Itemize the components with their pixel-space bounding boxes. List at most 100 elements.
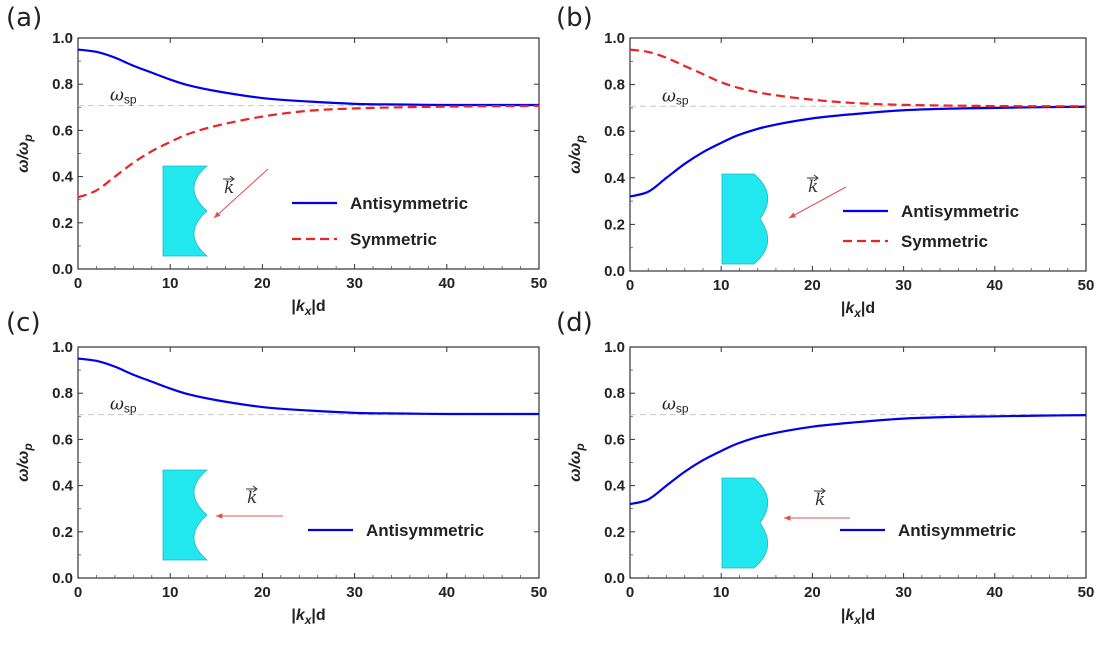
x-tick-label: 50: [531, 584, 548, 601]
x-axis-label: |kx|d: [291, 607, 325, 627]
y-axis-label: ω/ωp: [15, 134, 35, 173]
x-tick-label: 30: [346, 584, 363, 601]
panel-letter: (b): [556, 3, 593, 33]
y-axis-label: ω/ωp: [567, 443, 587, 482]
omega-sp-part: ω: [662, 86, 676, 106]
x-axis-label-part: x: [853, 613, 862, 627]
y-tick-label: 0.2: [52, 215, 73, 232]
x-tick-label: 0: [74, 275, 82, 292]
k-vector-label: k: [808, 177, 818, 197]
legend-label: Symmetric: [350, 230, 437, 249]
y-axis-label-part: ω/ω: [567, 451, 584, 482]
panel-b: (b)0 10 20 30 40 500.00.20.40.60.81.0|kx|dω/ω…: [556, 3, 1094, 320]
y-tick-label: 0.2: [52, 524, 73, 541]
x-axis-label-part: |: [291, 607, 295, 624]
legend-label: Symmetric: [901, 232, 988, 251]
x-axis-label-part: k: [845, 300, 855, 317]
y-tick-label: 0.8: [604, 77, 625, 94]
y-axis-label-part: p: [21, 134, 35, 142]
x-tick-label: 40: [438, 584, 455, 601]
omega-sp-part: sp: [676, 402, 689, 416]
omega-sp-label: ωsp: [662, 86, 689, 107]
x-tick-label: 40: [986, 277, 1003, 294]
k-arrow-line: [788, 186, 847, 219]
y-axis-label-part: ω/ω: [15, 142, 32, 173]
k-arrow-head: [214, 211, 221, 218]
legend-label: Antisymmetric: [898, 521, 1016, 540]
x-tick-label: 30: [895, 277, 912, 294]
x-tick-label: 20: [254, 584, 271, 601]
x-tick-label: 50: [1078, 277, 1095, 294]
y-axis-label-part: p: [573, 135, 587, 143]
x-tick-label: 20: [804, 277, 821, 294]
panel-d: (d)0 10 20 30 40 500.00.20.40.60.81.0|kx|dω/ω…: [556, 308, 1094, 627]
series-line-symmetric: [77, 104, 540, 199]
x-axis-label-part: |d: [311, 298, 325, 315]
plot-frame: [77, 346, 540, 579]
inset-structure: [162, 469, 209, 561]
omega-sp-part: sp: [676, 93, 689, 107]
k-arrow-head: [784, 515, 791, 521]
x-axis-label-part: x: [304, 613, 313, 627]
x-axis-label-part: |: [841, 300, 845, 317]
omega-sp-part: sp: [124, 402, 137, 416]
k-arrow-head: [789, 212, 796, 218]
x-tick-label: 10: [162, 584, 179, 601]
y-axis-label: ω/ωp: [567, 135, 587, 174]
k-vector-arrowhead: [229, 175, 235, 183]
y-tick-label: 0.2: [604, 216, 625, 233]
x-tick-label: 50: [1078, 584, 1095, 601]
x-tick-label: 0: [74, 584, 82, 601]
x-axis-label-part: |d: [311, 607, 325, 624]
y-tick-label: 0.8: [52, 385, 73, 402]
panel-c: (c)0 10 20 30 40 500.00.20.40.60.81.0|kx|dω/ω…: [6, 308, 547, 627]
inset-structure: [721, 173, 768, 265]
x-tick-label: 30: [346, 275, 363, 292]
omega-sp-part: ω: [662, 395, 676, 415]
inset-structure: [721, 477, 768, 569]
x-axis-label-part: k: [296, 298, 306, 315]
x-axis-label-part: |: [291, 298, 295, 315]
k-vector-arrowhead: [252, 485, 258, 493]
y-tick-label: 0.0: [604, 570, 625, 587]
y-tick-label: 0.6: [52, 122, 73, 139]
x-tick-label: 50: [531, 275, 548, 292]
y-tick-label: 0.6: [604, 123, 625, 140]
omega-sp-part: ω: [110, 86, 124, 106]
x-tick-label: 20: [804, 584, 821, 601]
y-tick-label: 0.0: [604, 263, 625, 280]
y-tick-label: 0.8: [604, 385, 625, 402]
series-line-antisymmetric: [629, 105, 1087, 198]
y-tick-label: 1.0: [52, 339, 73, 356]
k-vector-arrowhead: [820, 487, 826, 495]
y-tick-label: 0.8: [52, 76, 73, 93]
x-axis-label: |kx|d: [841, 300, 875, 320]
x-tick-label: 10: [713, 584, 730, 601]
y-tick-label: 0.4: [604, 170, 626, 187]
x-axis-label-part: x: [853, 306, 862, 320]
panel-letter: (c): [6, 308, 41, 338]
y-tick-label: 1.0: [604, 339, 625, 356]
x-axis-label-part: |: [841, 607, 845, 624]
x-axis-label: |kx|d: [291, 298, 325, 318]
y-axis-label: ω/ωp: [15, 443, 35, 482]
x-axis-label-part: k: [296, 607, 306, 624]
x-axis-label-part: k: [845, 607, 855, 624]
y-tick-label: 0.2: [604, 524, 625, 541]
k-vector-label: k: [815, 490, 825, 510]
y-tick-label: 0.4: [52, 169, 74, 186]
x-tick-label: 30: [895, 584, 912, 601]
y-tick-label: 0.0: [52, 570, 73, 587]
k-arrow-head: [216, 513, 223, 519]
inset-structure: [162, 165, 209, 257]
panel-letter: (d): [556, 308, 593, 338]
y-tick-label: 0.0: [52, 261, 73, 278]
panel-letter: (a): [6, 3, 42, 33]
y-tick-label: 0.4: [604, 478, 626, 495]
legend-label: Antisymmetric: [901, 202, 1019, 221]
series-line-antisymmetric: [77, 357, 539, 416]
k-vector-label: k: [224, 178, 234, 198]
series-line-symmetric: [629, 48, 1087, 108]
x-axis-label-part: |d: [861, 607, 875, 624]
y-tick-label: 0.6: [52, 431, 73, 448]
